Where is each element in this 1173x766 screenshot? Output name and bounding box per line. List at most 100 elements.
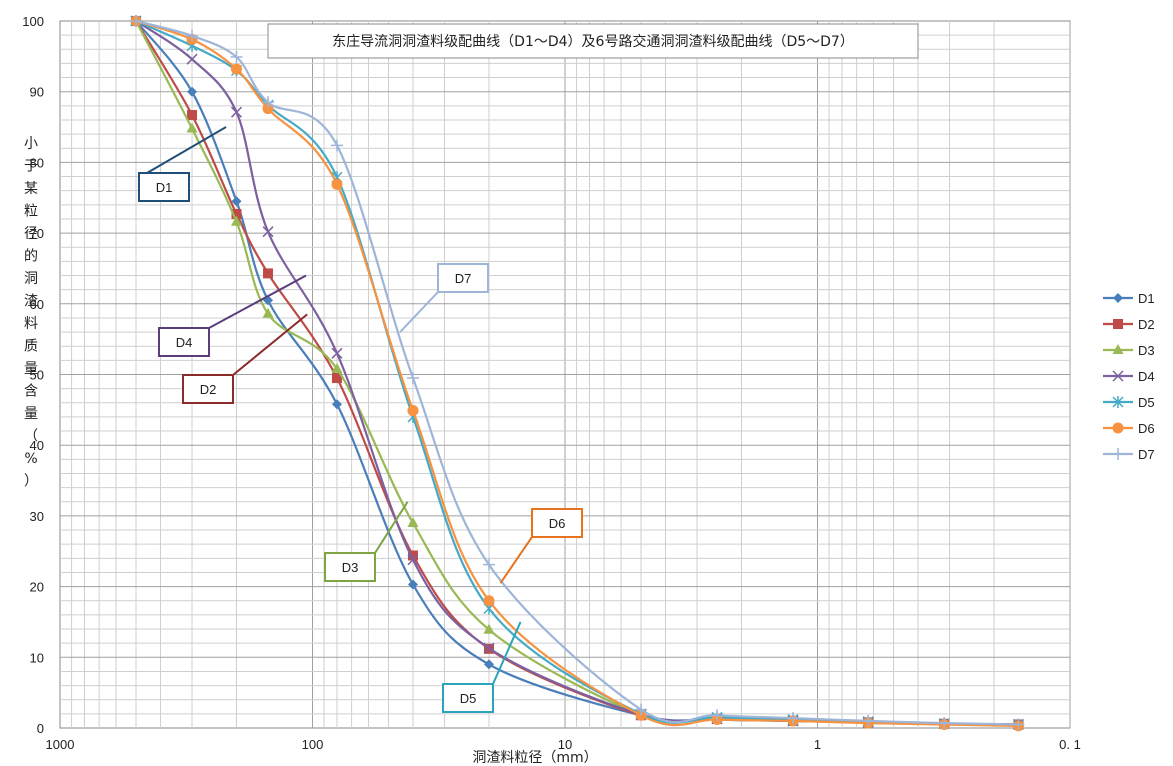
y-tick-label: 10	[30, 650, 44, 665]
data-point-d7	[1012, 718, 1025, 731]
callout-label: D5	[460, 691, 477, 706]
series-line-d2	[135, 20, 1019, 726]
callout-leader	[208, 274, 307, 329]
callout-d6: D6	[499, 508, 583, 584]
callout-box	[158, 327, 210, 357]
x-axis-label: 洞渣料粒径（mm）	[472, 750, 597, 766]
data-point-d4	[262, 226, 274, 238]
callout-d5: D5	[442, 621, 522, 713]
callout-leader	[146, 126, 227, 174]
y-tick-label: 80	[30, 155, 44, 170]
data-point-d3	[230, 215, 242, 226]
series-line-d4	[135, 20, 1019, 726]
callout-label: D7	[455, 271, 472, 286]
data-point-d1	[331, 399, 342, 410]
series-d3	[130, 15, 1024, 729]
legend-item-d4: D4	[1103, 369, 1155, 384]
series-d2	[131, 16, 1024, 730]
data-point-d7	[230, 51, 243, 64]
tick-labels: 0 10 20 30 40 50 60 70 80 90 100 1000 100 10 1 0. 1	[22, 14, 1081, 752]
chart-title: 东庄导流洞洞渣料级配曲线（D1～D4）及6号路交通洞洞渣料级配曲线（D5～D7）	[332, 33, 854, 50]
legend-marker	[1112, 370, 1124, 382]
data-point-d2	[231, 209, 242, 220]
callout-label: D2	[200, 382, 217, 397]
data-point-d6	[262, 103, 274, 115]
callout-box	[437, 263, 489, 293]
data-point-d1	[231, 196, 242, 207]
legend-label: D4	[1138, 369, 1155, 384]
y-tick-label: 100	[22, 14, 44, 29]
data-point-d2	[187, 110, 198, 121]
y-axis-label: 小于某粒径的洞渣料质量含量（%）	[24, 136, 38, 490]
callout-d3: D3	[324, 501, 409, 582]
legend-marker	[1113, 293, 1123, 303]
callout-box	[138, 172, 190, 202]
title-box: 东庄导流洞洞渣料级配曲线（D1～D4）及6号路交通洞洞渣料级配曲线（D5～D7）	[267, 23, 919, 59]
legend-marker	[1112, 422, 1124, 434]
data-point-d1	[407, 579, 418, 590]
data-point-d7	[262, 96, 275, 109]
legend-item-d3: D3	[1103, 343, 1155, 358]
callout-label: D6	[549, 516, 566, 531]
callout-leader	[492, 621, 522, 685]
data-point-d7	[635, 703, 648, 716]
legend: D1 D2 D3 D4 D5 D6 D7	[1103, 291, 1155, 462]
data-point-d4	[407, 554, 419, 566]
data-point-d7	[406, 372, 419, 385]
callout-box	[442, 683, 494, 713]
data-point-d7	[938, 717, 951, 730]
data-point-d7	[130, 15, 143, 27]
callout-leader	[374, 501, 409, 554]
data-point-d2	[407, 550, 418, 561]
y-tick-label: 0	[37, 721, 44, 736]
legend-marker	[1112, 448, 1124, 460]
callout-box	[531, 508, 583, 538]
data-point-d1	[187, 86, 198, 97]
data-point-d2	[263, 268, 274, 279]
data-point-d7	[186, 29, 199, 42]
data-point-d7	[862, 714, 875, 727]
callout-layer: D1 D7 D4 D2 D3 D6 D5	[138, 126, 583, 713]
callout-leader	[232, 313, 308, 376]
callout-d1: D1	[138, 126, 227, 202]
series-d1	[131, 16, 1024, 730]
callout-label: D3	[342, 560, 359, 575]
callout-box	[182, 374, 234, 404]
legend-marker	[1113, 319, 1123, 329]
x-tick-label: 10	[558, 737, 572, 752]
data-point-d6	[407, 405, 419, 417]
legend-label: D7	[1138, 447, 1155, 462]
data-point-d3	[483, 623, 495, 634]
y-tick-label: 70	[30, 226, 44, 241]
data-point-d7	[711, 709, 724, 722]
data-point-d4	[230, 106, 243, 118]
callout-box	[324, 552, 376, 582]
data-point-d4	[186, 53, 198, 65]
data-point-d7	[787, 712, 800, 725]
legend-item-d2: D2	[1103, 317, 1155, 332]
data-point-d6	[230, 63, 242, 75]
series-layer	[130, 15, 1025, 732]
legend-marker	[1112, 396, 1124, 408]
callout-d4: D4	[158, 274, 307, 357]
data-point-d4	[483, 642, 495, 654]
legend-label: D6	[1138, 421, 1155, 436]
y-tick-label: 30	[30, 509, 44, 524]
series-d6	[130, 15, 1024, 732]
legend-label: D3	[1138, 343, 1155, 358]
series-line-d6	[135, 19, 1019, 727]
callout-d2: D2	[182, 313, 308, 404]
y-tick-label: 90	[30, 85, 44, 100]
series-d5	[130, 15, 1024, 731]
callout-d7: D7	[399, 263, 489, 333]
series-d7	[130, 15, 1025, 731]
data-point-d6	[331, 178, 343, 190]
callout-label: D4	[176, 335, 193, 350]
data-point-d7	[482, 558, 495, 571]
legend-item-d1: D1	[1103, 291, 1155, 306]
legend-label: D5	[1138, 395, 1155, 410]
data-point-d2	[331, 373, 342, 384]
callout-leader	[399, 291, 439, 333]
y-tick-label: 50	[30, 368, 44, 383]
